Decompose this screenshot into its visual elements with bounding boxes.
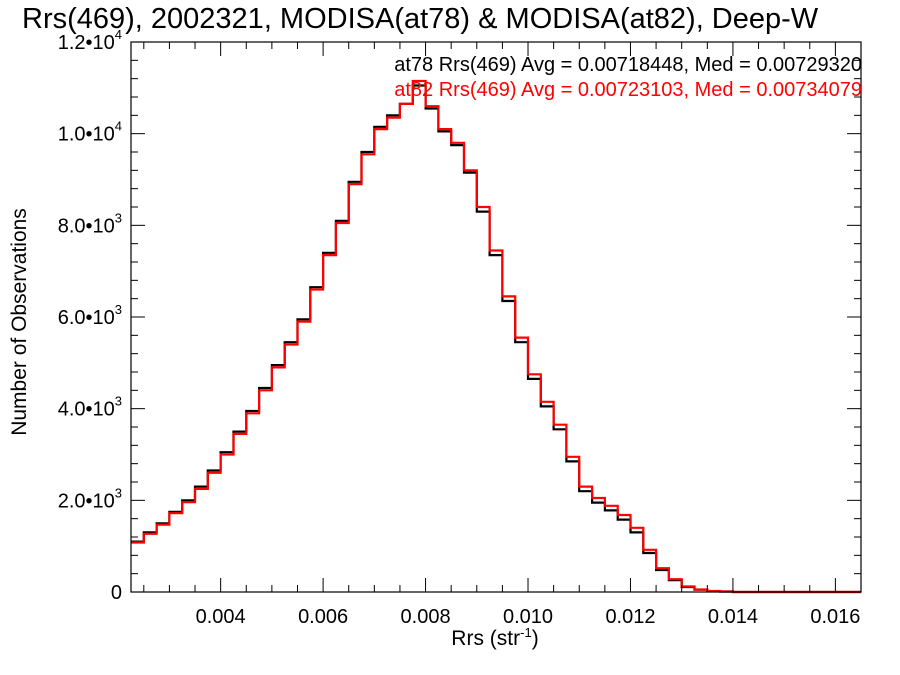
legend-entry-at82: at82 Rrs(469) Avg = 0.00723103, Med = 0.… [394, 79, 862, 101]
plot-frame [130, 41, 862, 593]
y-tick-exponent-4: 3 [115, 210, 122, 225]
x-tick-label-3: 0.010 [503, 606, 553, 628]
x-tick-label-5: 0.014 [708, 606, 758, 628]
y-tick-mantissa-5: 1.0•10 [58, 124, 115, 146]
y-tick-exponent-5: 4 [115, 119, 122, 134]
legend-entry-at78: at78 Rrs(469) Avg = 0.00718448, Med = 0.… [394, 54, 862, 76]
plot-area: 0.004 0.006 0.008 0.010 0.012 0.014 0.016 0 2.0•… [58, 27, 862, 628]
y-tick-label-4: 8.0•103 [58, 210, 122, 237]
y-tick-label-2: 4.0•103 [58, 394, 122, 421]
y-tick-exponent-3: 3 [115, 302, 122, 317]
x-tick-label-2: 0.008 [401, 606, 451, 628]
series-line-at82 [131, 79, 861, 594]
y-tick-label-0: 0 [111, 582, 122, 604]
x-axis-label-close: ) [532, 627, 539, 650]
y-tick-mantissa-3: 6.0•10 [58, 307, 115, 329]
x-tick-label-0: 0.004 [196, 606, 246, 628]
y-axis-label: Number of Observations [8, 208, 31, 436]
y-tick-label-5: 1.0•104 [58, 119, 122, 146]
y-tick-mantissa-1: 2.0•10 [58, 490, 115, 512]
y-tick-mantissa-6: 1.2•10 [58, 32, 115, 54]
y-tick-label-3: 6.0•103 [58, 302, 122, 329]
x-axis-label-main: Rrs (str [451, 627, 520, 650]
x-axis-label-superscript: -1 [520, 625, 532, 640]
chart-title: Rrs(469), 2002321, MODISA(at78) & MODISA… [22, 3, 819, 35]
y-tick-label-6: 1.2•104 [58, 27, 122, 54]
x-axis-label: Rrs (str-1) [451, 625, 538, 650]
x-tick-label-4: 0.012 [605, 606, 655, 628]
series-line-at78 [131, 84, 861, 594]
y-tick-mantissa-2: 4.0•10 [58, 399, 115, 421]
x-tick-label-6: 0.016 [810, 606, 860, 628]
y-tick-exponent-6: 4 [115, 27, 122, 42]
y-tick-exponent-1: 3 [115, 485, 122, 500]
y-tick-label-1: 2.0•103 [58, 485, 122, 512]
y-tick-mantissa-4: 8.0•10 [58, 215, 115, 237]
y-tick-exponent-2: 3 [115, 394, 122, 409]
x-tick-label-1: 0.006 [298, 606, 348, 628]
